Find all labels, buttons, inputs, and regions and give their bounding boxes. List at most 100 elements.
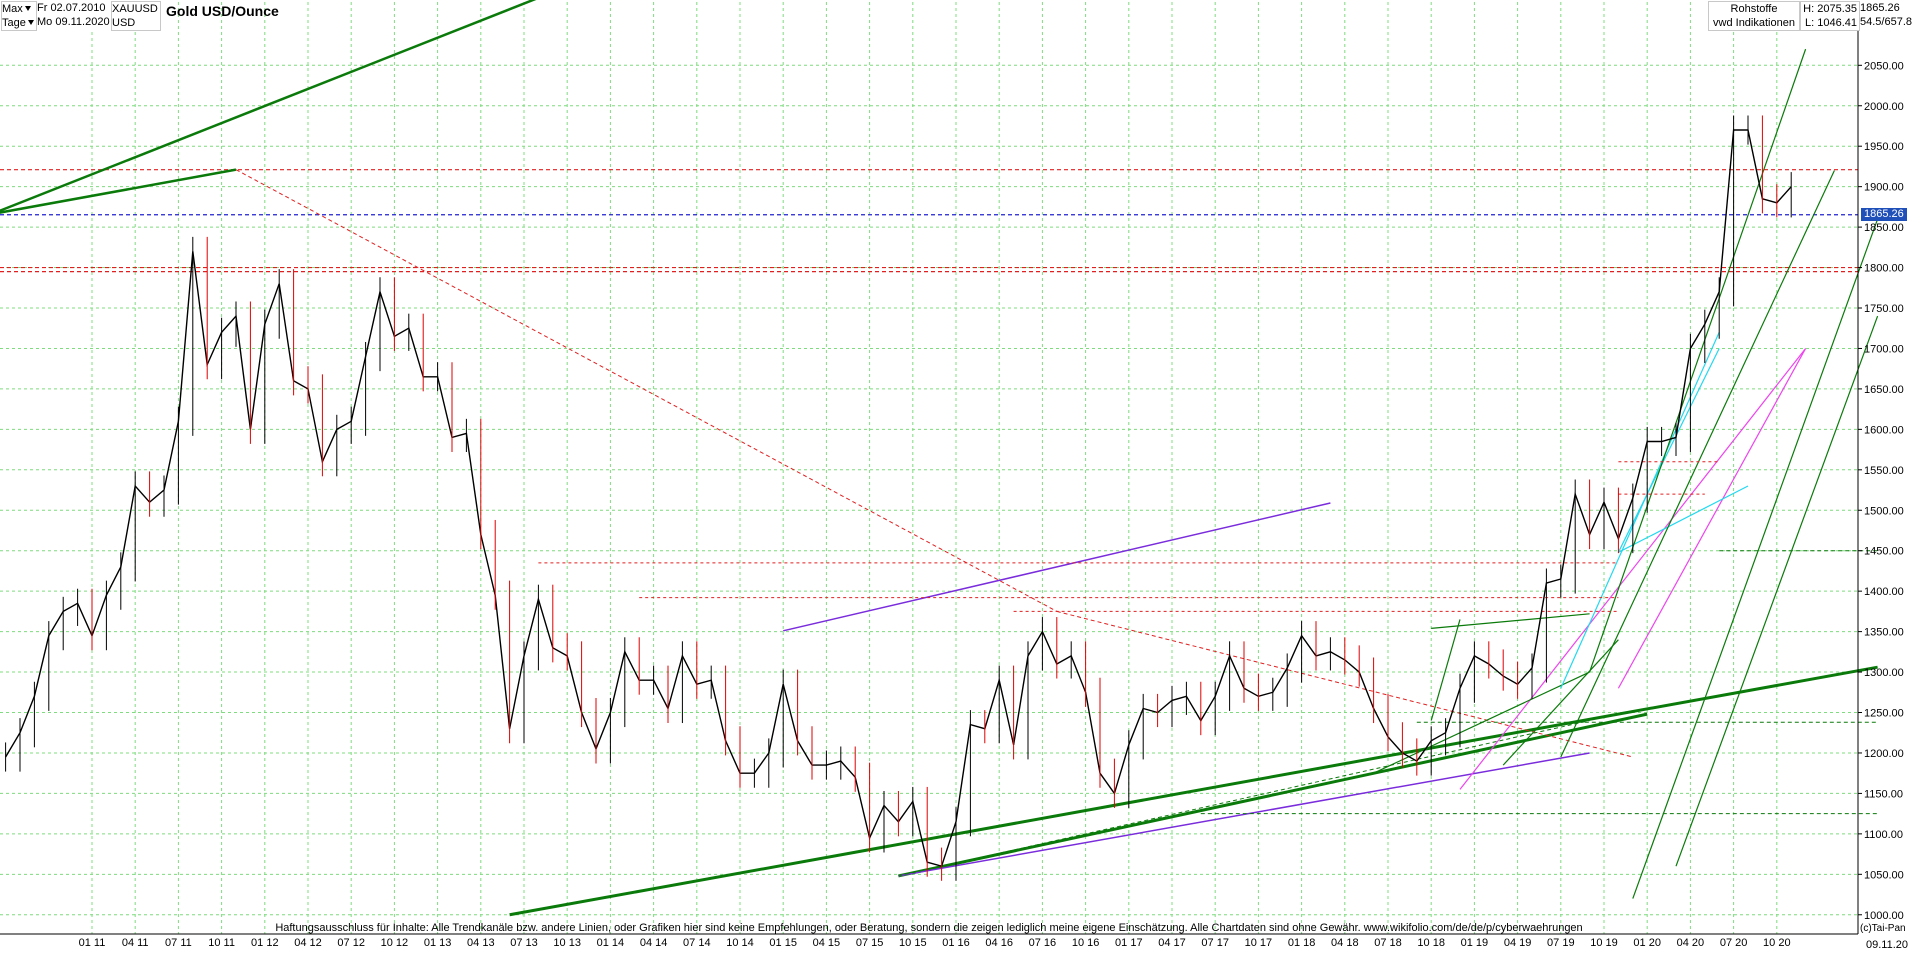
y-tick-label: 1150.00: [1864, 788, 1903, 800]
grid: [0, 2, 1858, 934]
x-tick-label: 07 12: [337, 937, 365, 949]
price-line: [4, 129, 1792, 868]
y-tick-label: 1200.00: [1864, 748, 1904, 760]
last-value: 1865.26: [1860, 2, 1900, 14]
trend-line: [235, 169, 1058, 612]
x-tick-label: 07 14: [683, 937, 711, 949]
y-tick-label: 1900.00: [1864, 182, 1904, 194]
symbol-box: XAUUSD USD: [111, 1, 161, 31]
x-tick-label: 07 16: [1029, 937, 1057, 949]
y-tick-label: 1100.00: [1864, 829, 1903, 841]
x-tick-label: 04 14: [640, 937, 668, 949]
trend-line: [1430, 619, 1461, 721]
chevron-down-icon: [24, 6, 31, 12]
trend-line: [1618, 485, 1749, 553]
y-tick-label: 1400.00: [1864, 586, 1904, 598]
x-tick-label: 10 17: [1245, 937, 1273, 949]
x-tick-label: 07 19: [1547, 937, 1575, 949]
x-tick-label: 07 18: [1374, 937, 1402, 949]
trend-line: [1617, 348, 1807, 689]
x-tick-label: 07 11: [165, 937, 192, 949]
y-tick-label: 1050.00: [1864, 869, 1904, 881]
high-low-box: H: 2075.35 L: 1046.41: [1800, 1, 1860, 31]
y-tick-label: 1550.00: [1864, 465, 1904, 477]
y-tick-label: 1800.00: [1864, 263, 1904, 275]
x-tick-label: 07 15: [856, 937, 884, 949]
x-tick-label: 10 18: [1417, 937, 1445, 949]
copyright-text: (c)Tai-Pan: [1860, 923, 1906, 934]
x-tick-label: 01 19: [1461, 937, 1489, 949]
axis-end-date: 09.11.20: [1866, 939, 1909, 951]
trend-line: [0, 168, 237, 214]
symbol-currency: USD: [112, 17, 136, 29]
low-value: L: 1046.41: [1805, 17, 1857, 29]
x-tick-label: 04 17: [1158, 937, 1186, 949]
x-tick-label: 01 17: [1115, 937, 1143, 949]
chevron-down-icon: [27, 20, 34, 26]
x-tick-label: 04 19: [1504, 937, 1532, 949]
y-tick-label: 1300.00: [1864, 667, 1904, 679]
trend-lines: [0, 0, 1879, 917]
trend-line: [1560, 170, 1835, 758]
trend-line: [898, 712, 1648, 878]
trend-line: [1459, 348, 1807, 790]
x-tick-label: 10 12: [381, 937, 409, 949]
trend-line: [898, 720, 1590, 877]
high-value: H: 2075.35: [1803, 3, 1857, 15]
x-tick-label: 01 14: [597, 937, 625, 949]
disclaimer-text: Haftungsausschluss für Inhalte: Alle Tre…: [275, 922, 1583, 934]
x-tick-label: 10 16: [1072, 937, 1100, 949]
symbol-code: XAUUSD: [112, 3, 158, 15]
source-box: Rohstoffe vwd Indikationen: [1708, 1, 1800, 31]
x-tick-label: 10 13: [553, 937, 581, 949]
y-tick-label: 2000.00: [1864, 101, 1904, 113]
x-tick-label: 10 19: [1590, 937, 1618, 949]
range-label: Max: [2, 3, 23, 15]
date-range: Fr 02.07.2010 Mo 09.11.2020: [37, 1, 110, 29]
interval-label: Tage: [2, 17, 26, 29]
x-tick-label: 01 18: [1288, 937, 1316, 949]
x-tick-label: 04 15: [813, 937, 841, 949]
trend-line: [1675, 315, 1879, 867]
x-tick-label: 04 18: [1331, 937, 1359, 949]
trend-line: [1560, 332, 1720, 689]
trend-line: [1502, 639, 1619, 766]
current-price-marker: 1865.26: [1861, 207, 1907, 221]
x-tick-label: 04 13: [467, 937, 495, 949]
x-tick-label: 07 13: [510, 937, 538, 949]
trend-line: [1632, 218, 1879, 899]
y-tick-label: 1850.00: [1864, 222, 1904, 234]
y-tick-label: 1250.00: [1864, 708, 1904, 720]
x-tick-label: 07 17: [1201, 937, 1229, 949]
trend-line: [1056, 610, 1633, 758]
y-tick-label: 1950.00: [1864, 141, 1904, 153]
ratio-value: 54.5/657.8: [1860, 16, 1912, 28]
x-tick-label: 04 16: [985, 937, 1013, 949]
trend-line: [1431, 613, 1590, 629]
x-tick-label: 10 14: [726, 937, 754, 949]
category-label: Rohstoffe: [1730, 3, 1778, 15]
y-axis: 1000.00 1050.00 1100.00 1150.00 1200.00 1250.…: [1857, 2, 1904, 934]
source-label: vwd Indikationen: [1713, 17, 1795, 29]
trend-line: [0, 0, 537, 213]
x-tick-label: 01 12: [251, 937, 279, 949]
horizontal-levels: [0, 169, 1858, 273]
x-tick-label: 01 15: [769, 937, 797, 949]
x-axis: 01 11 04 11 07 11 10 11 01 12 04 12 07 12 10 12…: [0, 933, 1858, 949]
date-to: Mo 09.11.2020: [37, 16, 110, 28]
x-tick-label: 10 20: [1763, 937, 1791, 949]
y-tick-label: 1000.00: [1864, 910, 1904, 922]
y-tick-label: 1450.00: [1864, 546, 1904, 558]
y-tick-label: 1650.00: [1864, 384, 1904, 396]
x-tick-label: 01 20: [1633, 937, 1661, 949]
x-tick-label: 01 11: [79, 937, 106, 949]
last-value-box: 1865.26 54.5/657.8: [1860, 1, 1914, 29]
x-tick-label: 10 11: [208, 937, 235, 949]
trend-line: [783, 502, 1331, 632]
x-tick-label: 01 16: [942, 937, 970, 949]
y-tick-label: 1500.00: [1864, 505, 1904, 517]
range-selector[interactable]: Max Tage: [1, 1, 37, 31]
x-tick-label: 04 12: [294, 937, 322, 949]
